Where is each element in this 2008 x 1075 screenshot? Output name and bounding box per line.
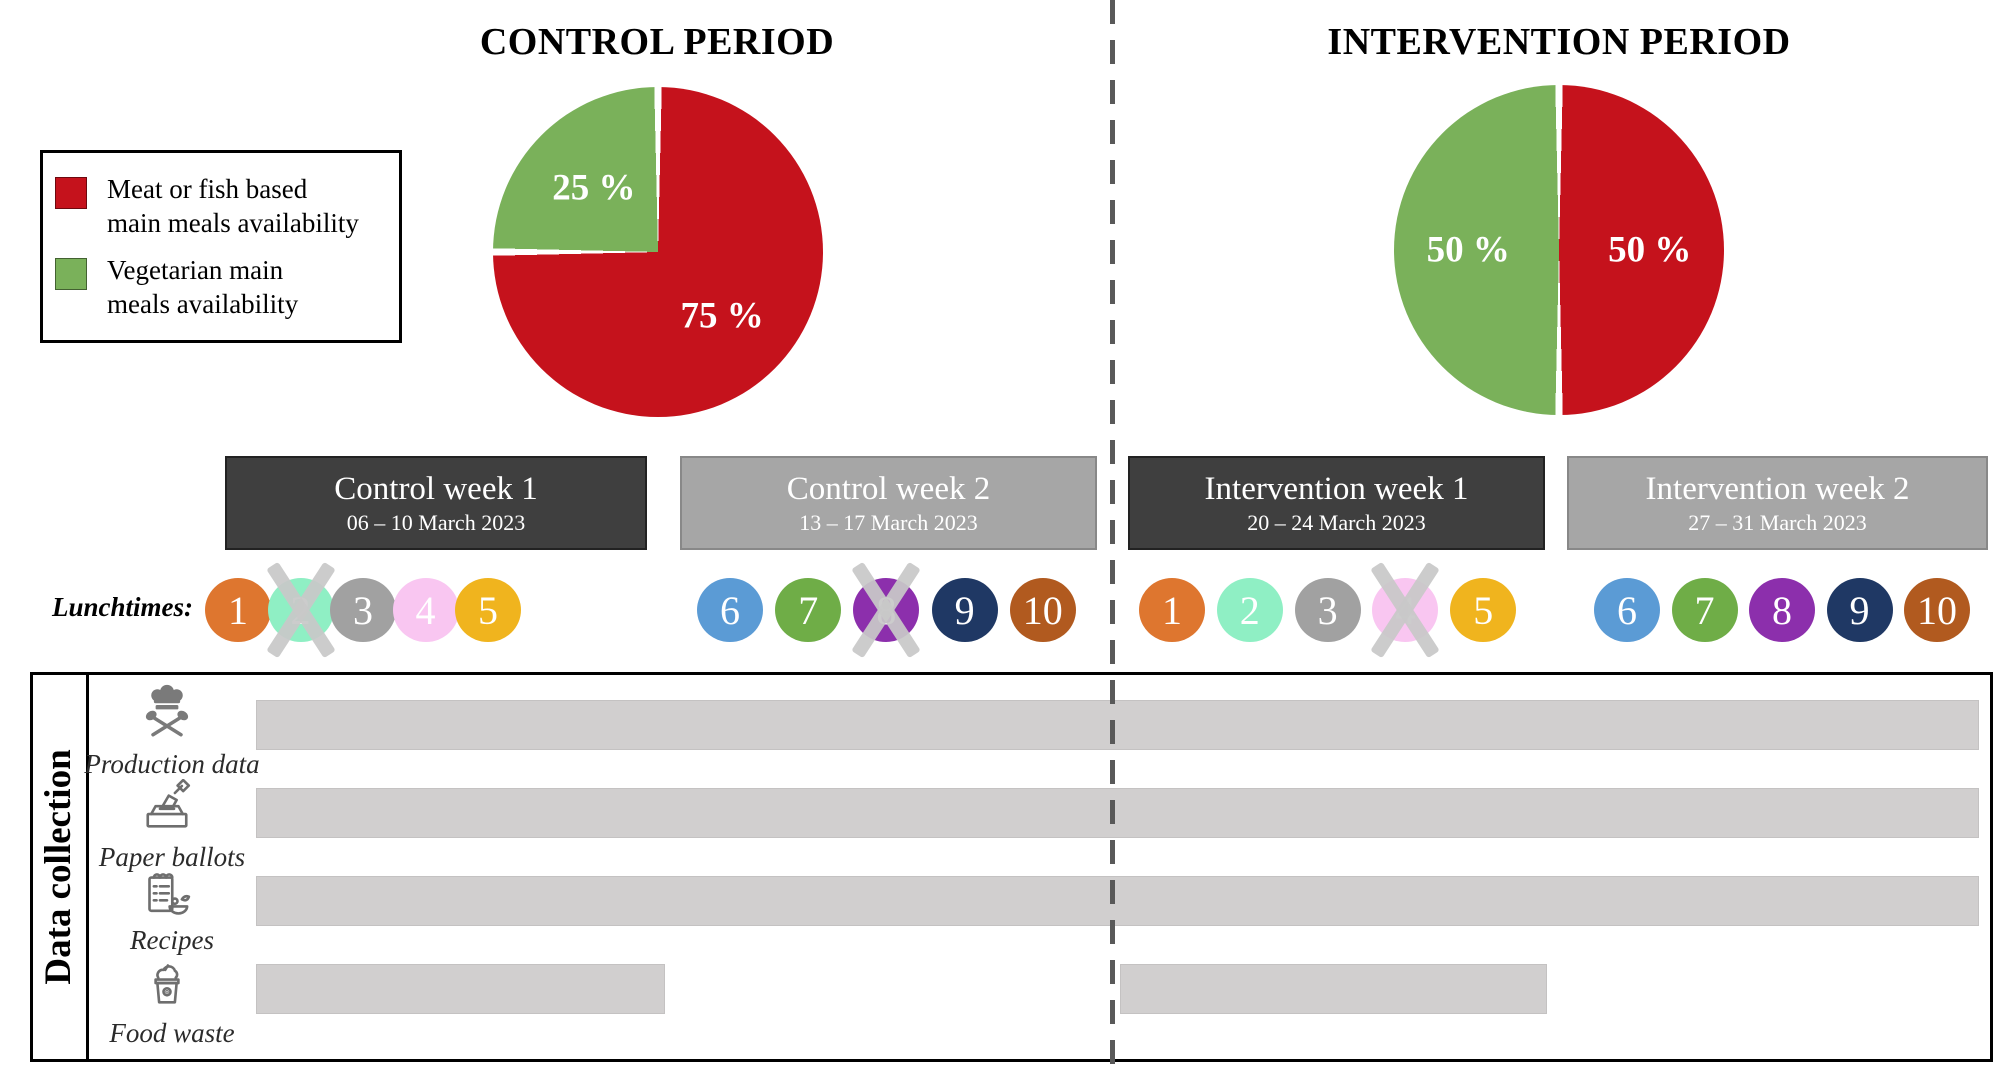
lunchtime-number: 7 xyxy=(1694,587,1715,633)
lunchtime-circle-intervention-week-2-6: 6 xyxy=(1594,578,1660,642)
week-bar-label: Intervention week 1 xyxy=(1204,471,1469,507)
ballot-box-icon xyxy=(139,778,195,835)
lunchtime-circle-intervention-week-1-4: 4 xyxy=(1372,578,1439,642)
lunchtime-circle-intervention-week-1-5: 5 xyxy=(1450,578,1517,642)
lunchtimes-label: Lunchtimes: xyxy=(52,592,194,622)
lunchtime-circle-control-week-1-5: 5 xyxy=(455,578,521,642)
lunchtime-number: 9 xyxy=(1849,587,1870,633)
control-period-pie-chart: 75 % 25 % xyxy=(493,87,823,417)
week-bar-label: Control week 2 xyxy=(786,471,991,507)
availability-legend: Meat or fish based main meals availabilit… xyxy=(40,150,402,343)
week-bar-dates: 20 – 24 March 2023 xyxy=(1247,510,1426,535)
food-waste-bar-intervention-week-1 xyxy=(1120,964,1547,1014)
lunchtime-circle-control-week-2-6: 6 xyxy=(697,578,763,642)
legend-item-meat-fish: Meat or fish based main meals availabilit… xyxy=(55,172,387,240)
week-bar-control-week-1: Control week 1 06 – 10 March 2023 xyxy=(225,456,647,550)
lunchtime-circle-control-week-1-3: 3 xyxy=(330,578,396,642)
lunchtime-number: 10 xyxy=(1022,587,1063,633)
lunchtime-circle-intervention-week-2-7: 7 xyxy=(1671,578,1738,642)
lunchtime-circle-intervention-week-1-3: 3 xyxy=(1294,578,1361,642)
lunchtime-number: 1 xyxy=(228,587,248,633)
food-waste-bar-control-week-1 xyxy=(256,964,665,1014)
lunchtime-circle-control-week-1-2: 2 xyxy=(267,578,334,642)
pie-slice-label: 50 % xyxy=(1426,229,1510,271)
lunchtime-number: 2 xyxy=(1239,587,1260,633)
data-collection-divider-line xyxy=(86,675,89,1059)
lunchtime-number: 9 xyxy=(954,587,975,633)
lunchtime-number: 1 xyxy=(1162,587,1182,633)
lunchtime-number: 6 xyxy=(720,587,740,633)
vegetarian-color-swatch xyxy=(55,258,87,290)
lunchtime-circle-control-week-1-4: 4 xyxy=(392,578,459,642)
lunchtime-number: 6 xyxy=(1617,587,1637,633)
recipes-bar-all-weeks xyxy=(256,876,1979,926)
week-bar-label: Control week 1 xyxy=(334,471,538,507)
lunchtime-number: 7 xyxy=(798,587,819,633)
data-collection-row-label-recipes: Recipes xyxy=(130,925,214,955)
legend-item-label: Vegetarian main meals availability xyxy=(107,255,299,319)
lunchtime-circle-intervention-week-1-2: 2 xyxy=(1216,578,1283,642)
lunchtime-number: 3 xyxy=(353,587,373,633)
control-period-title: CONTROL PERIOD xyxy=(479,21,835,63)
lunchtime-number: 10 xyxy=(1917,587,1957,633)
lunchtime-circle-intervention-week-2-8: 8 xyxy=(1749,578,1815,642)
pie-slice-label: 75 % xyxy=(680,295,764,337)
production-data-bar-all-weeks xyxy=(256,700,1979,750)
period-divider-dashed-line xyxy=(1110,0,1115,1075)
intervention-period-title: INTERVENTION PERIOD xyxy=(1327,21,1791,63)
week-bar-dates: 27 – 31 March 2023 xyxy=(1688,510,1867,535)
lunchtime-number: 5 xyxy=(478,587,498,633)
week-bar-intervention-week-2: Intervention week 2 27 – 31 March 2023 xyxy=(1567,456,1988,550)
lunchtime-number: 4 xyxy=(415,587,436,633)
lunchtime-circle-intervention-week-2-10: 10 xyxy=(1904,578,1970,642)
meat-fish-color-swatch xyxy=(55,177,87,209)
week-bar-control-week-2: Control week 2 13 – 17 March 2023 xyxy=(680,456,1097,550)
lunchtime-circle-control-week-2-9: 9 xyxy=(931,578,998,642)
week-bar-dates: 06 – 10 March 2023 xyxy=(346,510,526,535)
week-bar-label: Intervention week 2 xyxy=(1645,471,1910,507)
legend-item-vegetarian: Vegetarian main meals availability xyxy=(55,253,387,321)
pie-slice-label: 25 % xyxy=(552,167,636,209)
data-collection-row-label-production-data: Production data xyxy=(84,749,260,779)
paper-ballots-bar-all-weeks xyxy=(256,788,1979,838)
week-bar-dates: 13 – 17 March 2023 xyxy=(799,510,978,535)
lunchtime-number: 8 xyxy=(1772,587,1792,633)
lunchtime-circle-intervention-week-2-9: 9 xyxy=(1826,578,1893,642)
intervention-period-pie-chart: 50 % 50 % xyxy=(1394,85,1724,415)
data-collection-row-label-paper-ballots: Paper ballots xyxy=(98,842,246,872)
data-collection-row-label-food-waste: Food waste xyxy=(109,1018,235,1048)
recipe-notepad-icon xyxy=(139,867,195,923)
lunchtime-circle-control-week-2-10: 10 xyxy=(1009,578,1076,642)
lunchtime-number: 5 xyxy=(1473,587,1494,633)
lunchtime-number: 3 xyxy=(1317,587,1338,633)
legend-item-label: Meat or fish based main meals availabilit… xyxy=(107,174,359,238)
lunchtime-circle-intervention-week-1-1: 1 xyxy=(1139,578,1205,642)
lunchtime-circle-control-week-1-1: 1 xyxy=(205,578,271,642)
week-bar-intervention-week-1: Intervention week 1 20 – 24 March 2023 xyxy=(1128,456,1545,550)
food-waste-bin-icon xyxy=(139,955,195,1011)
lunchtime-circle-control-week-2-7: 7 xyxy=(775,578,842,642)
pie-slice-label: 50 % xyxy=(1608,229,1692,271)
lunchtime-circle-control-week-2-8: 8 xyxy=(853,578,920,642)
chef-hat-utensils-icon xyxy=(139,684,195,740)
